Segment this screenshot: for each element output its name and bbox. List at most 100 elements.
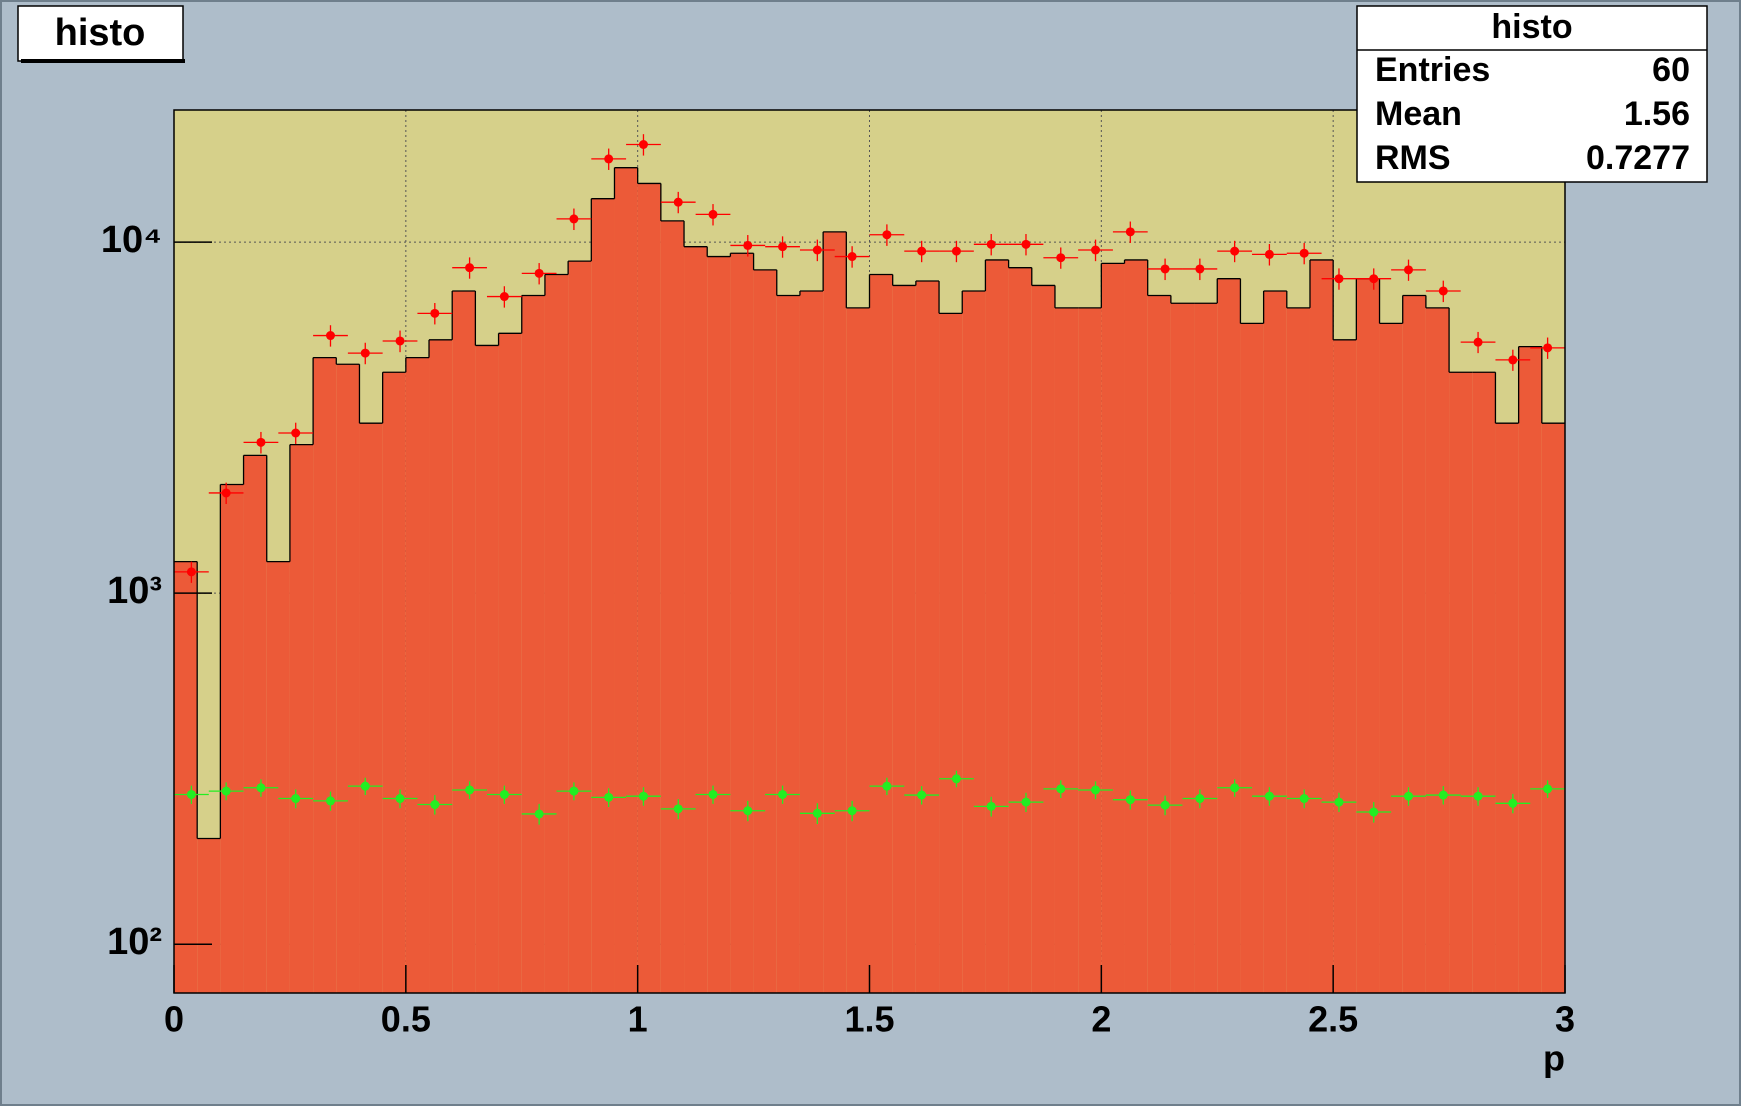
- bar: [174, 561, 198, 993]
- stats-value: 1.56: [1624, 95, 1690, 133]
- bar: [707, 256, 731, 994]
- point: [221, 786, 231, 796]
- point: [1195, 794, 1205, 804]
- stats-label: Entries: [1375, 51, 1490, 89]
- point: [569, 786, 579, 796]
- bar: [197, 838, 221, 993]
- bar: [405, 357, 430, 993]
- title-frame: [17, 5, 184, 62]
- bar: [869, 274, 893, 993]
- point: [186, 789, 196, 799]
- bar: [243, 455, 267, 993]
- bar: [1240, 323, 1264, 993]
- bar: [220, 484, 244, 993]
- point: [986, 801, 996, 811]
- point: [1091, 245, 1101, 255]
- bar: [382, 372, 406, 993]
- bar: [289, 444, 314, 994]
- point: [917, 790, 927, 800]
- chart-title: histo: [55, 12, 146, 54]
- point: [1334, 274, 1344, 284]
- point: [604, 154, 614, 164]
- point: [1021, 239, 1031, 249]
- title-shadow: [21, 59, 185, 63]
- point: [1091, 785, 1101, 795]
- point: [638, 139, 648, 149]
- point: [221, 488, 231, 498]
- x-tick-label: 2.5: [1308, 999, 1358, 1040]
- point: [430, 800, 440, 810]
- bar: [660, 220, 685, 993]
- point: [1543, 784, 1553, 794]
- point: [291, 428, 301, 438]
- point: [360, 348, 370, 358]
- bar: [1356, 278, 1380, 993]
- point: [1056, 784, 1066, 794]
- point: [1508, 355, 1518, 365]
- point: [395, 336, 405, 346]
- point: [1299, 794, 1309, 804]
- stats-label: RMS: [1375, 139, 1451, 177]
- bar: [1147, 295, 1171, 993]
- point: [951, 774, 961, 784]
- point: [951, 246, 961, 256]
- point: [708, 209, 718, 219]
- bar: [1518, 346, 1542, 993]
- point: [847, 252, 857, 262]
- bar: [544, 274, 569, 993]
- point: [430, 308, 440, 318]
- bar: [823, 231, 847, 994]
- bar: [1031, 285, 1055, 993]
- bar: [1217, 278, 1241, 993]
- point: [638, 791, 648, 801]
- bar: [962, 290, 986, 994]
- bar: [1333, 339, 1357, 993]
- stats-value: 0.7277: [1586, 139, 1690, 177]
- point: [1438, 286, 1448, 296]
- bar: [313, 357, 337, 993]
- point: [465, 263, 475, 273]
- point: [1160, 264, 1170, 274]
- point: [1299, 248, 1309, 258]
- bar: [1194, 303, 1218, 993]
- bar: [892, 285, 916, 993]
- plot-content: [173, 110, 1566, 994]
- point: [604, 792, 614, 802]
- point: [917, 246, 927, 256]
- bar: [1472, 372, 1496, 993]
- y-tick-label: 10⁴: [101, 219, 162, 261]
- bar: [1379, 323, 1403, 993]
- point: [291, 794, 301, 804]
- bar: [985, 259, 1009, 994]
- point: [1473, 337, 1483, 347]
- y-tick-label: 10³: [107, 570, 162, 612]
- point: [1369, 274, 1379, 284]
- point: [1125, 227, 1135, 237]
- bar: [1495, 423, 1519, 994]
- bar: [846, 307, 870, 993]
- bar: [1425, 307, 1450, 993]
- point: [1230, 783, 1240, 793]
- point: [186, 567, 196, 577]
- bar: [939, 313, 963, 993]
- point: [1021, 797, 1031, 807]
- x-tick-label: 0: [164, 999, 184, 1040]
- bar: [429, 339, 453, 993]
- point: [882, 781, 892, 791]
- bar: [1054, 307, 1079, 993]
- point: [986, 239, 996, 249]
- point: [1230, 246, 1240, 256]
- point: [1438, 790, 1448, 800]
- bar: [475, 345, 499, 993]
- point: [1404, 265, 1414, 275]
- point: [1195, 264, 1205, 274]
- bar: [1309, 259, 1334, 994]
- bar: [1101, 263, 1125, 993]
- point: [256, 783, 266, 793]
- bar: [1124, 259, 1148, 994]
- point: [673, 804, 683, 814]
- bar: [591, 198, 615, 993]
- bar: [637, 183, 661, 993]
- bar: [753, 269, 777, 993]
